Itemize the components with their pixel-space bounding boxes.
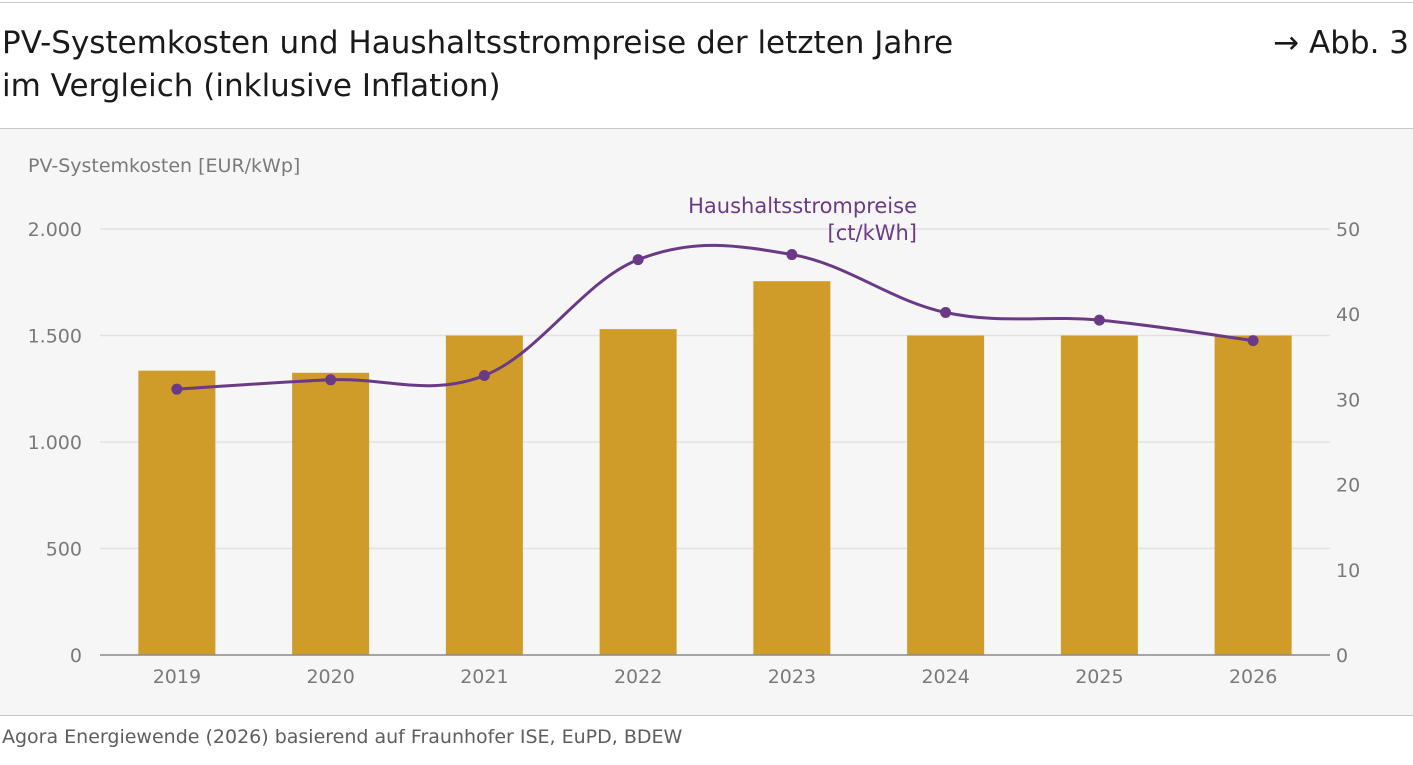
right-axis-ticks: 0 10 20 30 40 50 [1336,219,1360,667]
bar-2026 [1214,335,1292,655]
point-2020 [325,374,337,386]
left-tick-label-4: 2.000 [28,219,82,241]
strompreis-points [171,249,1259,395]
left-tick-label-2: 1.000 [28,432,82,454]
bar-2023 [753,281,831,655]
left-axis-ticks: 0 500 1.000 1.500 2.000 [28,219,82,667]
chart-title-line-1: PV-Systemkosten und Haushaltsstrompreise… [2,25,954,61]
left-axis-title: PV-Systemkosten [EUR/kWp] [28,155,300,177]
line-series-label-name: Haushaltsstrompreise [688,194,917,218]
left-tick-label-0: 0 [70,645,82,667]
strompreis-line [176,243,1254,391]
chart-panel: 0 500 1.000 1.500 2.000 0 10 20 30 40 50 2019 2020… [0,129,1413,715]
combo-chart: 0 500 1.000 1.500 2.000 0 10 20 30 40 50 2019 2020… [28,155,1361,688]
bar-2020 [292,372,370,655]
point-2025 [1093,314,1105,326]
line-series-label-unit: [ct/kWh] [828,221,917,245]
header-rule [0,128,1413,129]
top-rule [0,2,1413,3]
right-tick-label-4: 40 [1336,304,1360,326]
grid-lines [100,228,1330,550]
bar-2019 [138,370,216,655]
point-2019 [171,383,183,395]
bar-2025 [1060,335,1138,655]
point-2024 [940,306,952,318]
right-tick-label-5: 50 [1336,219,1360,241]
left-tick-label-3: 1.500 [28,326,82,348]
x-tick-label-2021: 2021 [460,666,508,688]
x-tick-label-2020: 2020 [306,666,354,688]
x-tick-label-2025: 2025 [1075,666,1123,688]
x-tick-label-2026: 2026 [1229,666,1277,688]
point-2023 [786,249,798,261]
x-tick-label-2022: 2022 [614,666,662,688]
right-tick-label-1: 10 [1336,560,1360,582]
footer-rule [0,715,1413,716]
source-note: Agora Energiewende (2026) basierend auf … [2,726,683,748]
left-tick-label-1: 500 [46,539,82,561]
x-axis-ticks: 2019 2020 2021 2022 2023 2024 2025 2026 [153,666,1278,688]
right-tick-label-3: 30 [1336,389,1360,411]
point-2026 [1247,335,1259,347]
bar-2022 [599,329,677,655]
chart-title: PV-Systemkosten und Haushaltsstrompreise… [2,22,1102,108]
bar-2024 [907,335,985,655]
x-tick-label-2024: 2024 [921,666,969,688]
chart-title-line-2: im Vergleich (inklusive Inflation) [2,68,501,104]
figure-reference: → Abb. 3 [1273,25,1409,61]
right-tick-label-0: 0 [1336,645,1348,667]
right-tick-label-2: 20 [1336,475,1360,497]
bar-2021 [445,335,523,655]
x-tick-label-2019: 2019 [153,666,201,688]
point-2022 [632,254,644,266]
x-tick-label-2023: 2023 [768,666,816,688]
bar-series [138,281,1292,655]
point-2021 [478,370,490,382]
